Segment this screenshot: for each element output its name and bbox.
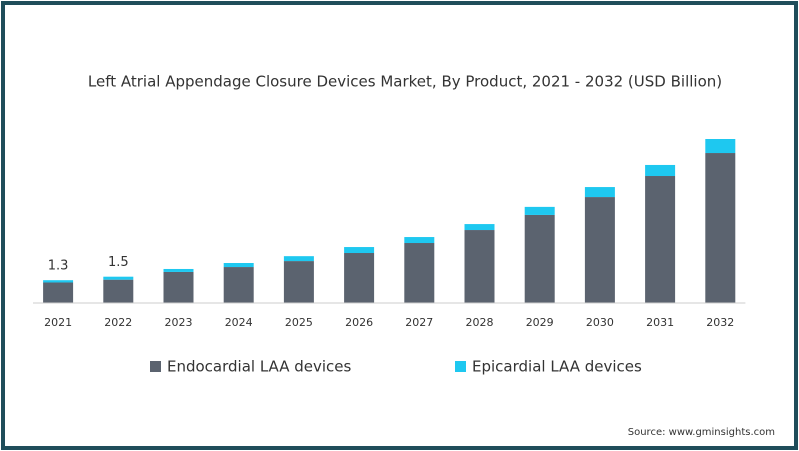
bar-segment bbox=[464, 224, 495, 231]
bar-segment bbox=[524, 214, 555, 303]
bar-segment bbox=[223, 267, 254, 303]
total-label: 1.5 bbox=[108, 255, 129, 270]
bar-segment bbox=[705, 153, 736, 303]
bar-segment bbox=[163, 268, 194, 272]
bar-segment bbox=[524, 206, 555, 215]
bar-segment bbox=[283, 256, 314, 262]
bar-segment bbox=[283, 261, 314, 303]
x-tick-label: 2032 bbox=[706, 316, 734, 329]
x-tick-label: 2027 bbox=[405, 316, 433, 329]
bar-segment bbox=[344, 247, 375, 254]
legend-label: Endocardial LAA devices bbox=[167, 358, 352, 376]
x-tick-label: 2031 bbox=[646, 316, 674, 329]
legend-swatch bbox=[150, 361, 161, 372]
total-label: 1.3 bbox=[48, 259, 69, 274]
bar-segment bbox=[43, 282, 74, 303]
x-tick-label: 2029 bbox=[526, 316, 554, 329]
legend-swatch bbox=[455, 361, 466, 372]
bar-segment bbox=[163, 271, 194, 303]
chart-title: Left Atrial Appendage Closure Devices Ma… bbox=[88, 73, 722, 91]
x-tick-label: 2026 bbox=[345, 316, 373, 329]
x-tick-label: 2021 bbox=[44, 316, 72, 329]
x-tick-label: 2023 bbox=[165, 316, 193, 329]
x-tick-label: 2030 bbox=[586, 316, 614, 329]
x-tick-label: 2028 bbox=[466, 316, 494, 329]
bar-segment bbox=[404, 237, 435, 244]
bar-segment bbox=[464, 230, 495, 303]
bar-segment bbox=[223, 263, 254, 268]
bar-segment bbox=[705, 139, 736, 154]
bar-segment bbox=[103, 276, 134, 280]
x-tick-label: 2025 bbox=[285, 316, 313, 329]
bar-segment bbox=[404, 243, 435, 303]
bar-segment bbox=[645, 176, 676, 303]
bar-segment bbox=[584, 187, 615, 198]
bar-segment bbox=[645, 164, 676, 177]
x-tick-label: 2024 bbox=[225, 316, 253, 329]
source: Source: www.gminsights.com bbox=[628, 427, 775, 438]
legend-label: Epicardial LAA devices bbox=[472, 358, 642, 376]
bar-segment bbox=[43, 280, 74, 283]
bar-segment bbox=[344, 253, 375, 303]
x-tick-label: 2022 bbox=[104, 316, 132, 329]
bar-segment bbox=[584, 197, 615, 303]
bar-segment bbox=[103, 279, 134, 303]
